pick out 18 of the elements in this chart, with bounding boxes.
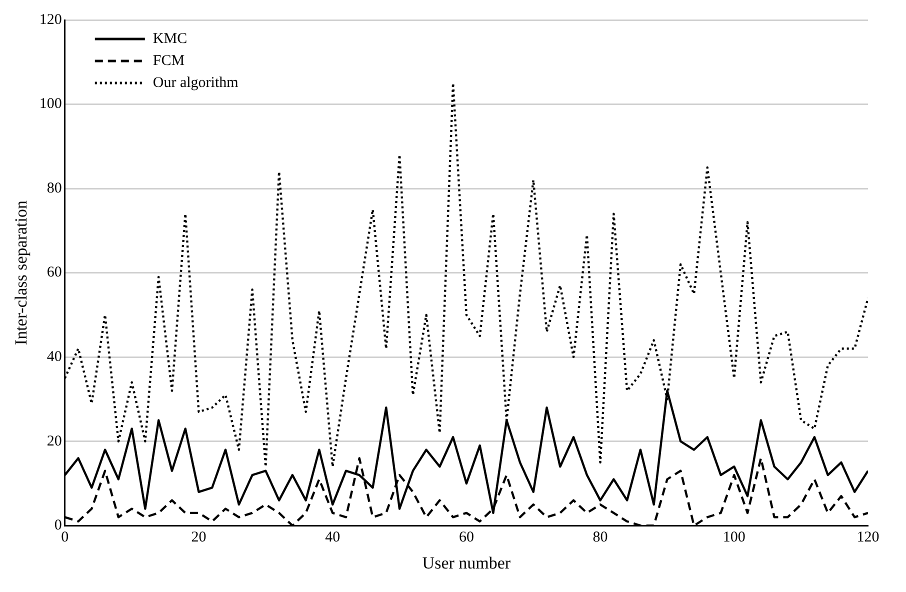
y-tick-label: 60 — [46, 264, 62, 281]
y-tick-label: 100 — [39, 96, 62, 112]
legend-label: Our algorithm — [152, 74, 239, 91]
x-tick-label: 80 — [592, 530, 608, 546]
x-tick-label: 20 — [191, 530, 206, 546]
x-tick-label: 120 — [856, 530, 880, 546]
x-axis-title: User number — [422, 553, 511, 572]
y-tick-label: 120 — [39, 12, 62, 28]
y-tick-label: 0 — [54, 518, 62, 534]
legend-label: FCM — [152, 52, 185, 69]
y-tick-label: 20 — [46, 433, 62, 450]
x-tick-label: 60 — [458, 530, 474, 546]
y-tick-label: 40 — [46, 349, 62, 366]
x-tick-label: 40 — [325, 530, 340, 546]
y-tick-label: 80 — [46, 180, 62, 196]
legend-label: KMC — [152, 30, 188, 47]
y-axis-title: Inter-class separation — [12, 200, 31, 346]
x-tick-label: 100 — [722, 530, 746, 546]
